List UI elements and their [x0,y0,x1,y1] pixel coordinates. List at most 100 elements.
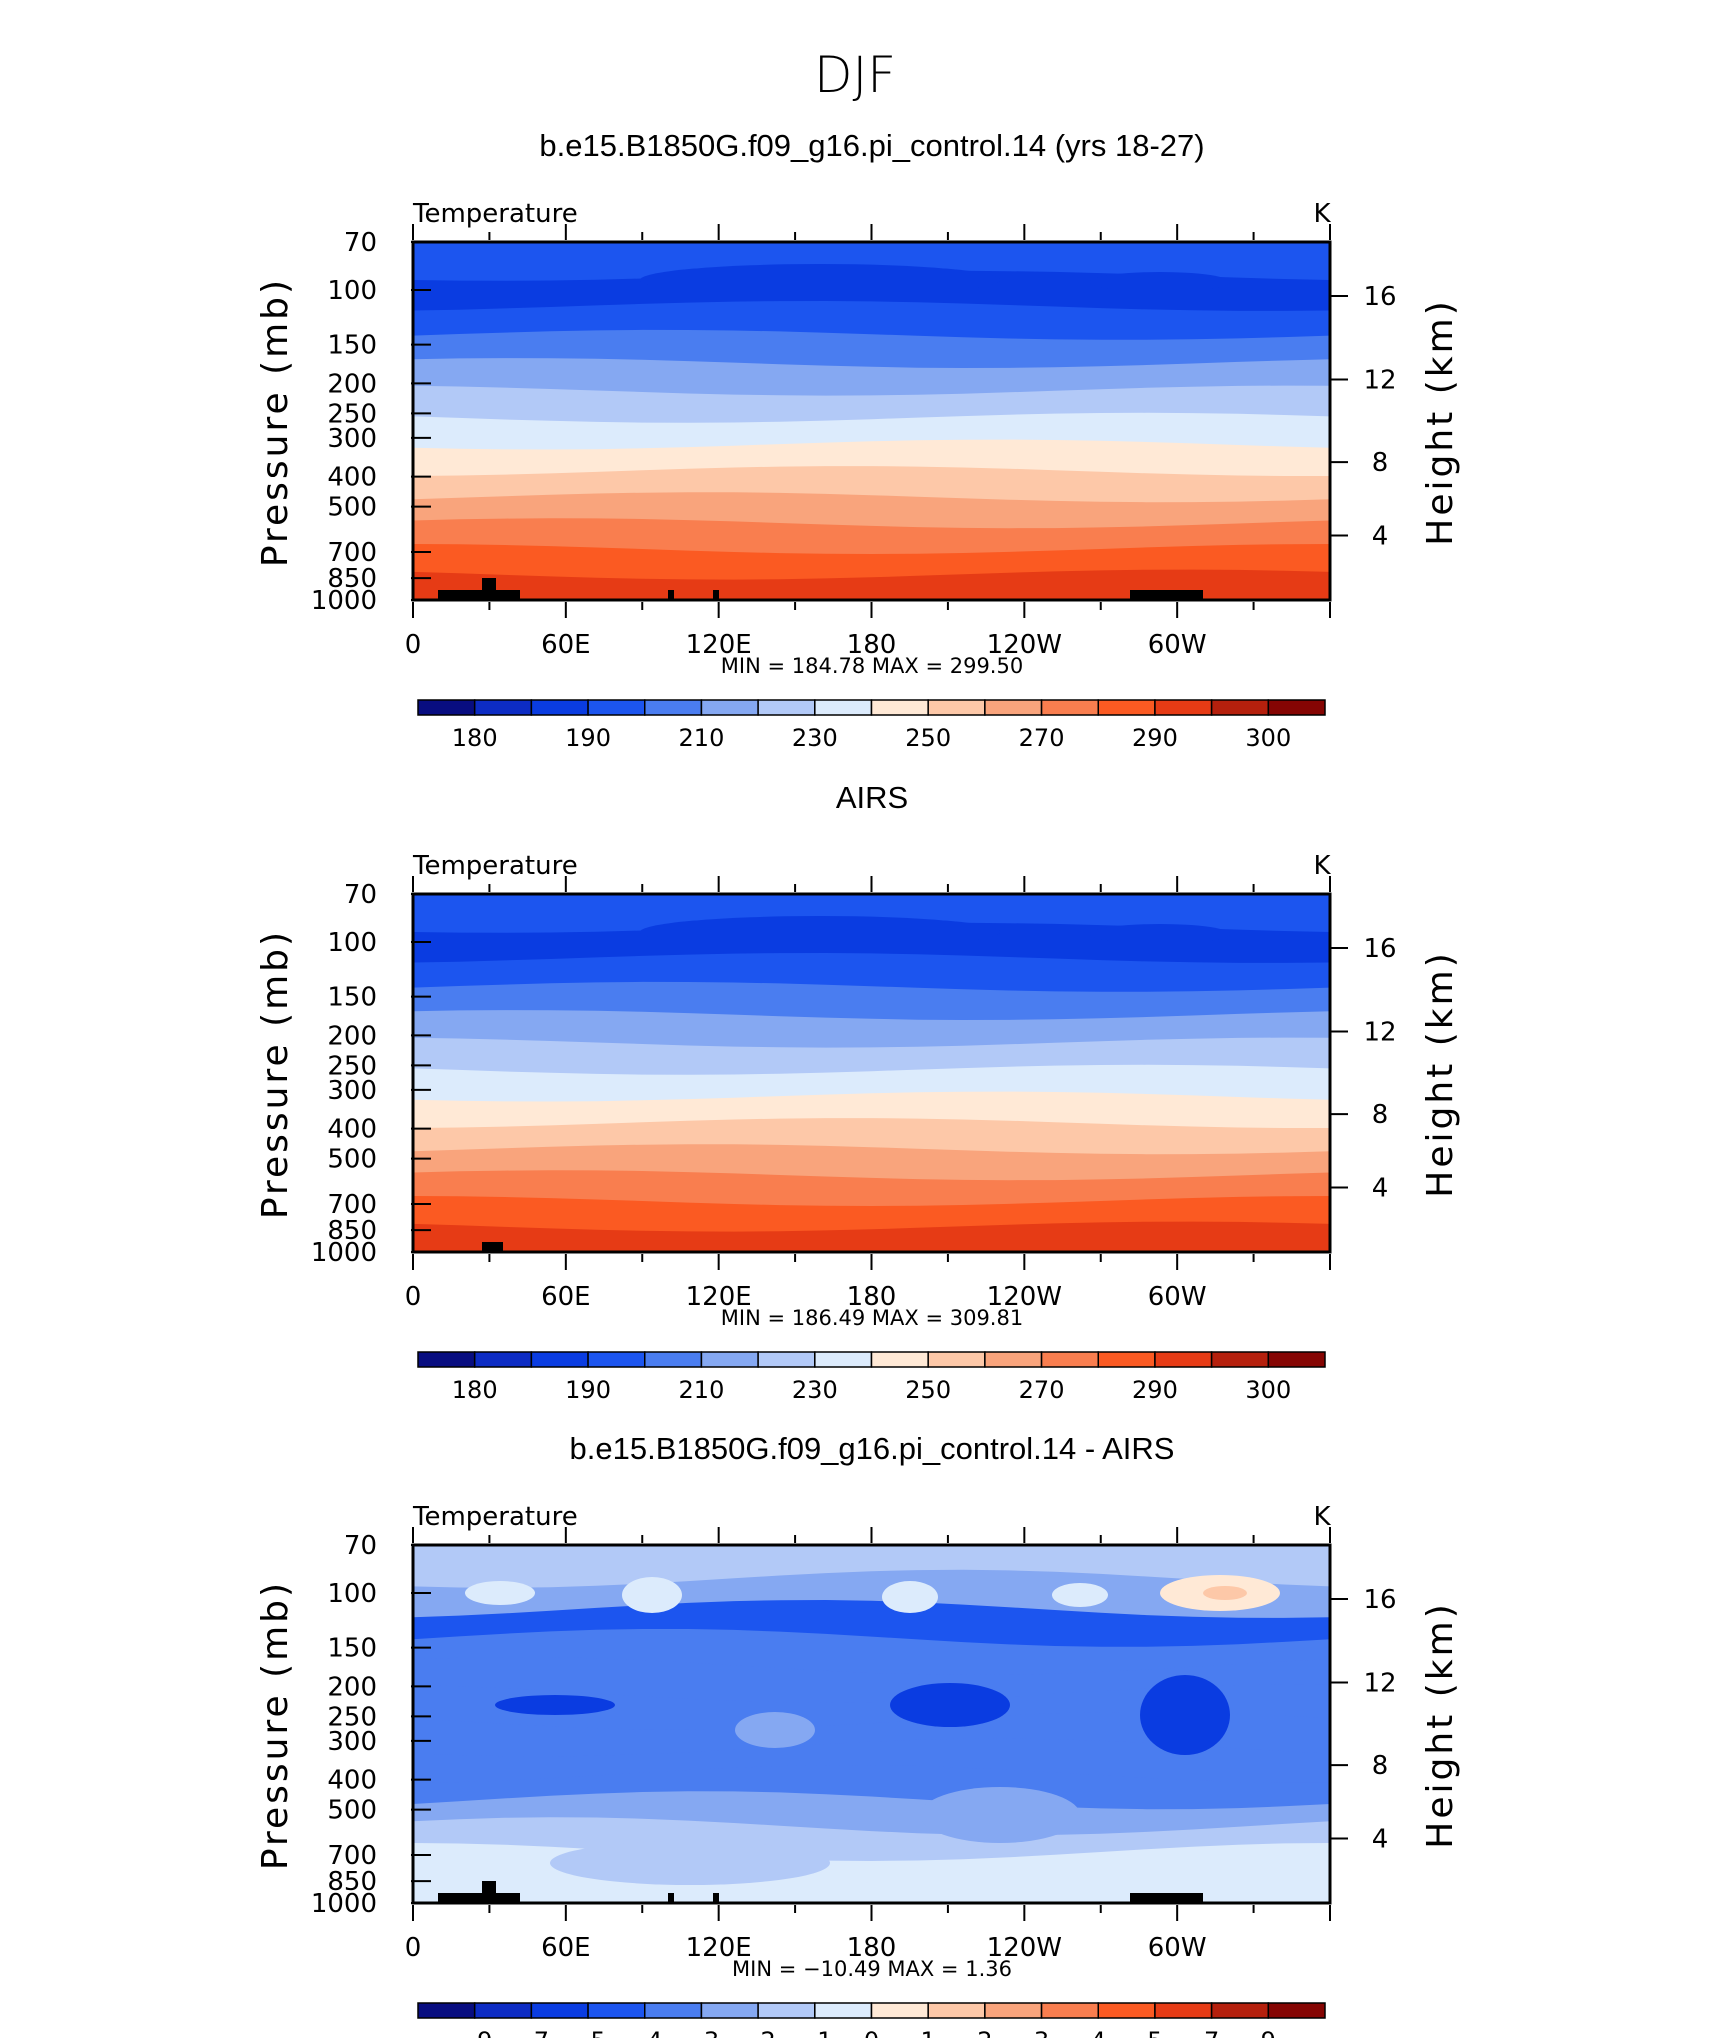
y-tick-label: 300 [327,424,377,454]
x-tick-label: 60W [1148,630,1207,660]
colorbar-swatch [417,699,476,716]
y2-tick-label: 8 [1372,1100,1389,1130]
colorbar-swatch [1097,1351,1156,1368]
y2-tick-label: 4 [1372,1174,1389,1204]
colorbar-swatch [814,2002,873,2019]
colorbar-label: 7 [1204,2027,1219,2038]
contour-feature [890,1683,1010,1727]
colorbar-label: −1 [797,2027,832,2038]
y2-tick-label: 4 [1372,1825,1389,1855]
topography-mask [713,1893,719,1903]
y-tick-label: 70 [344,228,377,258]
colorbar-swatch [530,699,589,716]
y-tick-label: 200 [327,369,377,399]
y-tick-label: 300 [327,1076,377,1106]
left-string: Temperature [412,851,578,881]
contour-fill [413,1545,1330,1903]
colorbar-label: 5 [1147,2027,1162,2038]
colorbar-label: 300 [1245,1376,1291,1404]
x-tick-label: 0 [405,630,422,660]
y-tick-label: 250 [327,399,377,429]
colorbar-swatch [870,2002,929,2019]
colorbar-swatch [587,699,646,716]
y-tick-label: 150 [327,983,377,1013]
colorbar-label: 300 [1245,724,1291,752]
colorbar-swatch [587,2002,646,2019]
x-tick-label: 120W [987,630,1062,660]
topography-mask [438,1893,520,1903]
x-tick-label: 180 [847,630,897,660]
colorbar-swatch [1267,2002,1326,2019]
colorbar-label: 210 [679,724,725,752]
y-tick-label: 100 [327,276,377,306]
colorbar-swatch [1154,2002,1213,2019]
contour-feature [640,916,1000,948]
y2-axis-title: Height (km) [1420,950,1461,1197]
contour-band [413,1221,1330,1252]
colorbar-swatch [1040,1351,1099,1368]
y2-tick-label: 4 [1372,522,1389,552]
colorbar-label: 4 [1091,2027,1106,2038]
y-tick-label: 300 [327,1727,377,1757]
colorbar-swatch [587,1351,646,1368]
colorbar-swatch [473,1351,533,1368]
contour-feature [1052,1583,1108,1607]
colorbar-swatch [530,1351,589,1368]
colorbar-label: 210 [679,1376,725,1404]
contour-feature [1090,272,1230,292]
colorbar-swatch [1040,699,1099,716]
y-tick-label: 200 [327,1021,377,1051]
colorbar-label: −5 [570,2027,605,2038]
contour-feature [622,1577,682,1613]
y2-tick-label: 12 [1363,1668,1396,1698]
y-tick-label: 700 [327,1190,377,1220]
y-axis-title: Pressure (mb) [255,929,296,1219]
y2-axis-title: Height (km) [1420,298,1461,545]
colorbar-swatch [927,699,986,716]
colorbar-label: −2 [740,2027,775,2038]
contour-feature [1203,1586,1247,1600]
plot-frame [411,1543,1332,1905]
min-max-stats: MIN = −10.49 MAX = 1.36 [732,1957,1012,1981]
y-tick-label: 500 [327,1796,377,1826]
y-tick-label: 400 [327,1115,377,1145]
y-tick-label: 250 [327,1702,377,1732]
y2-tick-label: 16 [1363,934,1396,964]
colorbar-swatch [1267,699,1326,716]
contour-feature [1140,1675,1230,1755]
colorbar-swatch [1154,1351,1213,1368]
colorbar-label: 230 [792,1376,838,1404]
contour-feature [465,1581,535,1605]
colorbar-swatch [644,2002,703,2019]
colorbar-label: −9 [457,2027,492,2038]
colorbar-label: 290 [1132,1376,1178,1404]
y-tick-label: 850 [327,1867,377,1897]
y-tick-label: 70 [344,880,377,910]
contour-feature [920,1787,1080,1843]
colorbar-label: 250 [905,1376,951,1404]
y-tick-label: 1000 [311,586,377,616]
left-string: Temperature [412,1502,578,1532]
colorbar-swatch [700,2002,759,2019]
y-tick-label: 700 [327,538,377,568]
contour-feature [735,1712,815,1748]
colorbar-label: 2 [977,2027,992,2038]
y-tick-label: 700 [327,1841,377,1871]
topography-mask [1130,590,1203,600]
colorbar-swatch [644,1351,703,1368]
x-tick-label: 60E [541,630,591,660]
y-tick-label: 850 [327,1216,377,1246]
y-tick-label: 150 [327,331,377,361]
colorbar-swatch [984,699,1043,716]
colorbar-swatch [473,699,533,716]
colorbar-label: 0 [864,2027,879,2038]
panel-title: b.e15.B1850G.f09_g16.pi_control.14 - AIR… [570,1431,1175,1466]
colorbar: 180 190 210 230 250 270 290 300 [417,699,1326,752]
x-tick-label: 60W [1148,1282,1207,1312]
contour-feature [495,1695,615,1715]
colorbar-swatch [1040,2002,1099,2019]
x-tick-label: 120W [987,1933,1062,1963]
colorbar-swatch [927,1351,986,1368]
colorbar-label: 250 [905,724,951,752]
